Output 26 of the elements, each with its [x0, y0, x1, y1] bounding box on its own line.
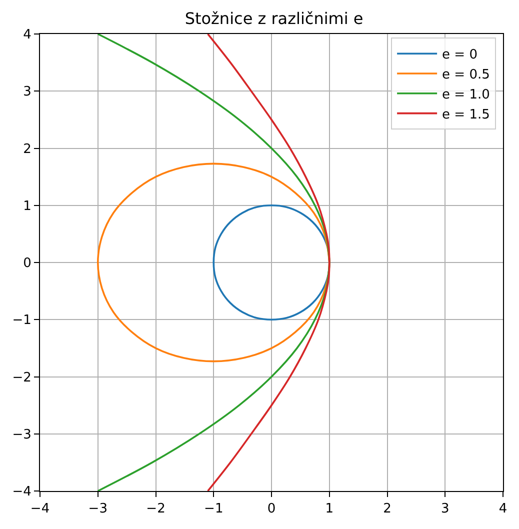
legend-label: e = 0: [442, 48, 478, 63]
x-tick-label: −2: [146, 502, 166, 517]
line-series: [212, 204, 330, 321]
y-tick-label: 0: [23, 256, 32, 272]
chart-title: Stožnice z različnimi e: [184, 9, 364, 28]
y-tick-label: 1: [23, 198, 32, 214]
x-tick-label: 3: [440, 502, 450, 517]
x-tick-label: 0: [267, 502, 276, 517]
y-tick-label: −2: [12, 370, 32, 386]
y-tick-label: −1: [12, 313, 32, 328]
y-tick-label: 2: [23, 142, 32, 157]
line-series: [96, 34, 330, 491]
x-tick-label: −3: [88, 502, 108, 517]
legend-label: e = 0.5: [442, 68, 490, 83]
x-tick-label: 2: [383, 502, 392, 517]
y-tick-label: −3: [12, 427, 32, 442]
x-tick-label: −1: [204, 502, 224, 517]
y-tick-label: 3: [23, 84, 32, 100]
legend-label: e = 1.5: [442, 107, 490, 122]
line-series: [96, 162, 330, 362]
line-series: [206, 34, 330, 491]
y-tick-label: 4: [23, 28, 32, 43]
x-tick-label: 1: [325, 502, 334, 517]
y-tick-label: −4: [12, 484, 32, 500]
legend-label: e = 1.0: [442, 87, 490, 102]
x-tick-label: 4: [498, 502, 508, 517]
